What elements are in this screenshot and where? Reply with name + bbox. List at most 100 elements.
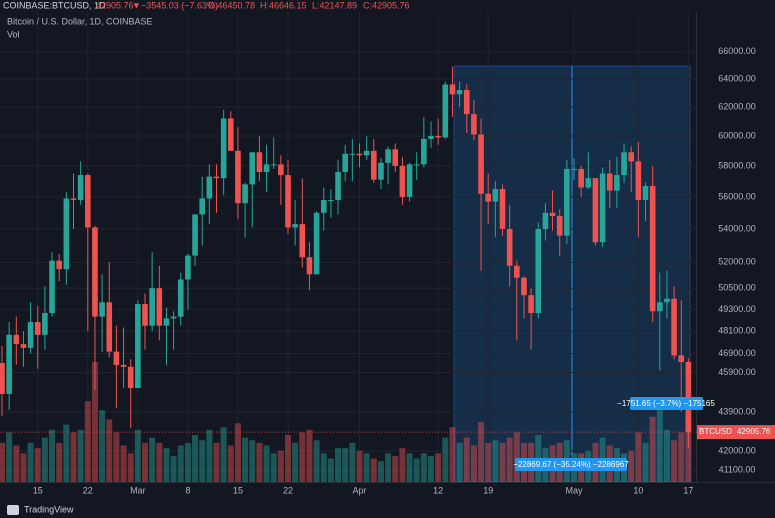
candle-body — [585, 178, 592, 188]
volume-bar — [349, 442, 356, 482]
volume-bar — [628, 450, 635, 482]
candle-body — [106, 302, 113, 352]
volume-bar — [413, 458, 420, 482]
candle-body — [42, 313, 48, 335]
candle-body — [256, 152, 263, 173]
volume-bar — [499, 442, 506, 482]
volume-bar — [513, 432, 520, 482]
subtitle: Bitcoin / U.S. Dollar, 1D, COINBASE — [7, 16, 153, 26]
candle-body — [328, 200, 334, 202]
candle-body — [85, 175, 91, 228]
candle-body — [406, 164, 413, 197]
candle-body — [242, 184, 248, 204]
candle-body — [378, 162, 384, 180]
volume-bar — [177, 445, 184, 482]
volume-bar — [656, 401, 663, 482]
y-tick-label: 56000.00 — [718, 191, 756, 201]
volume-bar — [335, 448, 342, 482]
candle-body — [621, 152, 627, 176]
x-tick-label: 19 — [483, 485, 493, 495]
volume-bar — [263, 445, 270, 482]
candle-body — [213, 176, 220, 179]
volume-bar — [70, 432, 77, 482]
volume-bar — [449, 427, 456, 482]
candle-body — [263, 164, 270, 173]
candle-body — [449, 84, 456, 95]
candle-body — [349, 153, 356, 155]
candle-body — [206, 176, 213, 199]
volume-bar — [220, 427, 227, 482]
candle-body — [571, 168, 577, 170]
change-arrow: ▼ — [132, 0, 141, 10]
y-tick-label: 54000.00 — [718, 223, 756, 233]
volume-bar — [6, 432, 13, 482]
volume-label: Vol — [7, 29, 20, 39]
y-tick-label: 60000.00 — [718, 130, 756, 140]
volume-bar — [163, 448, 170, 482]
footer — [0, 500, 775, 518]
change: −3545.03 (−7.63%) — [141, 0, 218, 10]
candle-body — [63, 198, 70, 270]
candle-body — [270, 164, 277, 166]
volume-bar — [184, 442, 191, 482]
candle-body — [313, 212, 320, 275]
candle-body — [614, 175, 620, 191]
candle-body — [478, 134, 484, 194]
volume-bar — [142, 442, 148, 482]
volume-bar — [285, 435, 291, 482]
candle-body — [599, 173, 606, 243]
volume-bar — [84, 401, 91, 482]
candle-body — [156, 288, 163, 326]
candle-body — [428, 135, 434, 139]
candle-body — [299, 224, 306, 258]
volume-bar — [99, 410, 106, 482]
candle-body — [235, 150, 241, 204]
last-price-label: 42905.76 — [737, 427, 771, 436]
volume-bar — [192, 435, 199, 482]
volume-bar — [456, 442, 463, 482]
candle-body — [385, 149, 391, 163]
y-tick-label: 62000.00 — [718, 101, 756, 111]
volume-bar — [442, 437, 449, 482]
candle-body — [34, 322, 41, 335]
volume-bar — [506, 437, 513, 482]
symbol-title: COINBASE:BTCUSD, 1D — [3, 0, 106, 10]
candle-body — [320, 200, 327, 213]
volume-bar — [299, 432, 306, 482]
candle-body — [135, 304, 141, 389]
volume-bar — [249, 440, 256, 482]
volume-bar — [56, 442, 63, 482]
symbol-label: BTCUSD — [699, 427, 732, 436]
candle-body — [485, 193, 491, 202]
x-tick-label: 12 — [433, 485, 443, 495]
last-price: 42905.76 — [96, 0, 134, 10]
y-tick-label: 48100.00 — [718, 326, 756, 336]
volume-bar — [377, 461, 384, 482]
volume-bar — [406, 453, 413, 482]
candle-body — [0, 362, 5, 394]
y-tick-label: 49300.00 — [718, 304, 756, 314]
candle-body — [99, 302, 105, 317]
volume-bar — [13, 445, 20, 482]
x-tick-label: 15 — [33, 485, 43, 495]
candle-body — [163, 318, 170, 326]
candle-body — [120, 364, 127, 367]
branding: TradingView — [24, 504, 74, 514]
volume-bar — [34, 448, 41, 482]
volume-bar — [120, 445, 127, 482]
x-tick-label: 8 — [185, 485, 190, 495]
volume-bar — [642, 442, 649, 482]
volume-bar — [49, 429, 56, 482]
volume-bar — [242, 437, 249, 482]
y-tick-label: 64000.00 — [718, 73, 756, 83]
volume-bar — [363, 453, 370, 482]
candle-body — [664, 298, 670, 303]
candle-body — [435, 135, 441, 138]
candle-body — [392, 149, 399, 166]
candle-body — [456, 90, 463, 95]
candle-body — [499, 189, 506, 230]
candle-body — [442, 84, 449, 138]
volume-bar — [356, 450, 363, 482]
volume-bar — [492, 440, 499, 482]
